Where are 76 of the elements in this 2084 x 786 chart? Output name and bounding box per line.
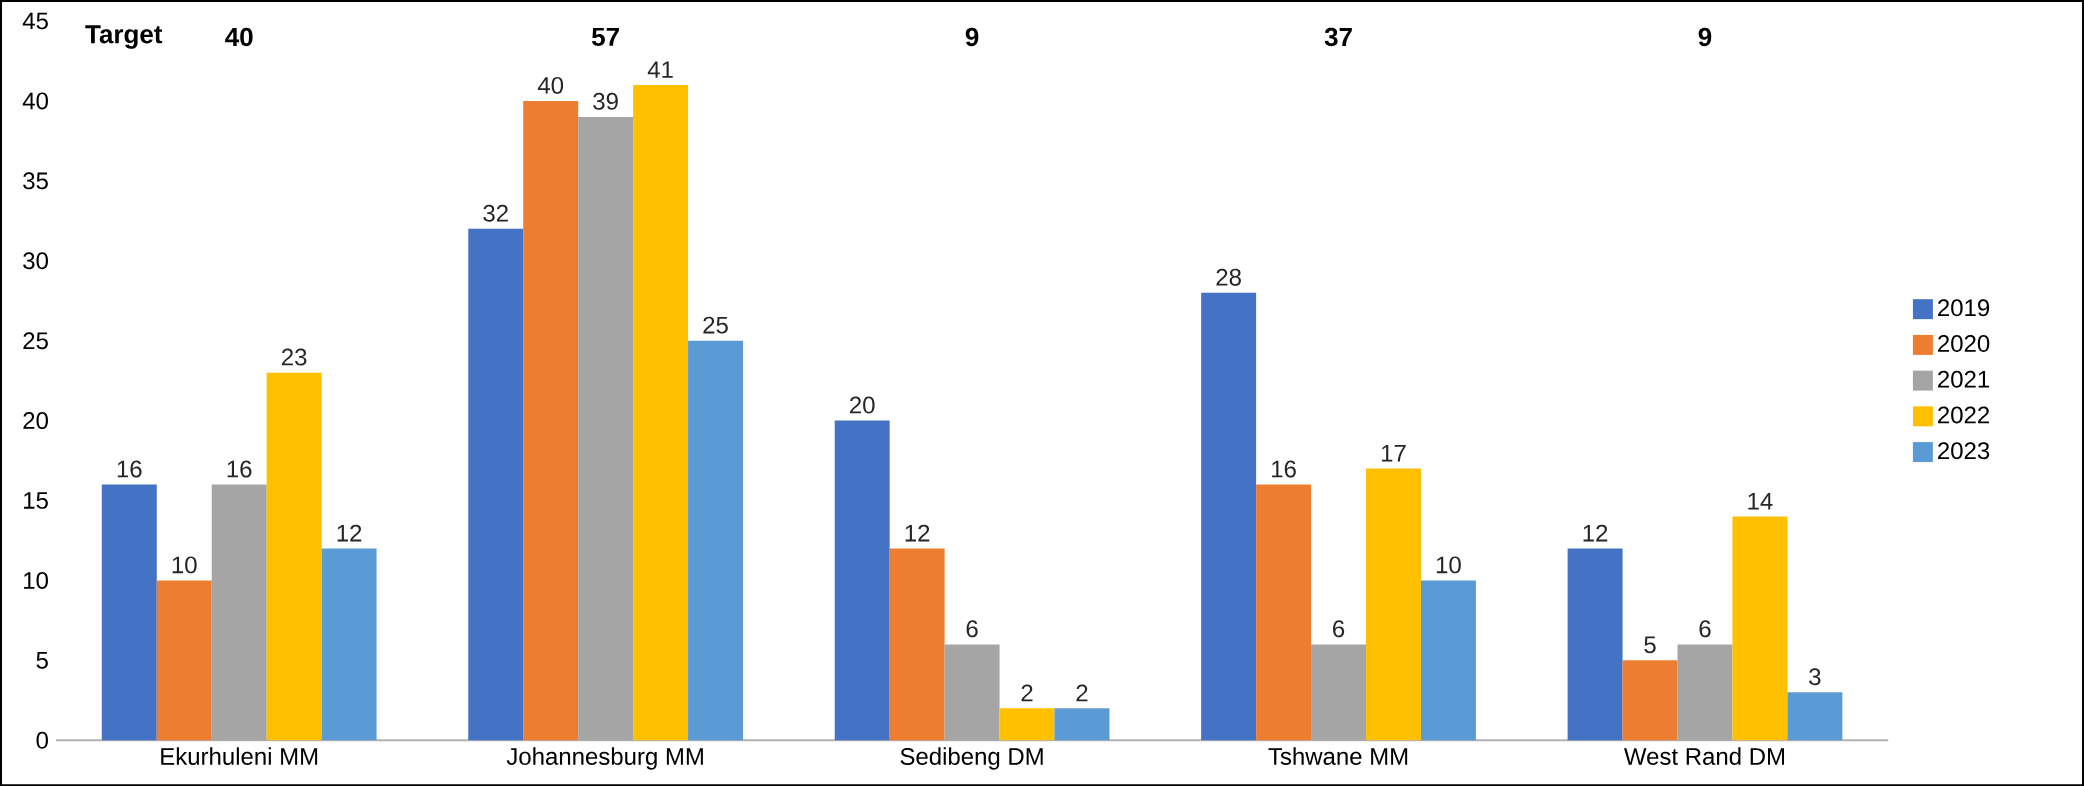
bar [1732,516,1788,741]
y-tick-label: 35 [23,172,48,190]
data-label: 5 [1644,636,1656,654]
y-tick-label: 0 [36,731,48,749]
bar [834,420,890,741]
data-label: 12 [905,524,930,542]
y-tick-label: 30 [23,252,48,270]
bar [578,116,634,741]
annotation: Target [85,25,163,49]
data-label: 41 [647,61,673,78]
x-tick-label: Tshwane MM [1268,747,1408,765]
data-label: 10 [172,556,197,574]
y-tick-label: 15 [24,492,48,509]
bar [1622,660,1678,741]
data-label: 3 [1809,668,1821,686]
bar [633,84,689,741]
bar [101,484,157,741]
bar [1201,292,1257,741]
data-label: 32 [483,204,508,222]
x-tick-label: Sedibeng DM [900,747,1043,770]
bar [1256,484,1312,741]
legend-label: 2022 [1938,406,1990,424]
data-label: 6 [1333,620,1345,638]
annotation: 37 [1324,27,1352,47]
bar [1054,708,1110,741]
bar [1787,692,1843,741]
x-tick-label: Ekurhuleni MM [161,747,318,765]
y-tick-label: 10 [24,571,48,589]
data-label: 39 [593,92,618,110]
data-label: 40 [537,76,564,94]
data-label: 25 [703,316,728,334]
bar [321,548,377,741]
data-label: 23 [281,348,307,366]
data-label: 16 [117,460,142,478]
data-label: 17 [1381,444,1406,462]
data-label: 12 [1583,524,1608,542]
data-label: 2 [1076,684,1088,702]
data-label: 10 [1436,556,1461,574]
y-tick-label: 40 [22,92,48,110]
annotation: 9 [965,27,979,47]
y-tick-label: 5 [36,651,48,669]
bar [1311,644,1367,741]
y-tick-label: 25 [23,332,48,350]
bar [1366,468,1421,741]
data-label: 14 [1748,492,1773,510]
data-label: 12 [337,524,362,542]
bar [688,340,743,741]
bar [1567,548,1623,741]
y-tick-label: 45 [22,12,48,30]
legend-label: 2020 [1938,334,1990,352]
bar [944,644,1000,741]
bar [1677,644,1733,741]
bar [523,100,579,741]
bar [156,580,212,741]
data-label: 16 [227,460,252,478]
data-label: 6 [966,620,978,638]
data-label: 20 [850,396,875,414]
annotation: 40 [225,27,253,47]
data-label: 2 [1021,684,1033,702]
y-tick-label: 20 [23,412,48,429]
annotation: 9 [1698,27,1712,47]
legend-label: 2021 [1938,370,1990,388]
bar [889,548,945,741]
bar [468,228,524,741]
bar [1420,580,1476,741]
x-tick-label: West Rand DM [1624,747,1785,765]
data-label: 28 [1216,268,1241,286]
data-label: 6 [1699,620,1711,638]
bar [211,484,267,741]
legend-label: 2019 [1938,299,1990,317]
bar [999,708,1055,741]
annotation: 57 [592,27,619,46]
x-tick-label: Johannesburg MM [506,747,703,770]
bar [266,372,322,741]
legend-label: 2023 [1938,442,1990,460]
data-label: 16 [1272,460,1296,478]
